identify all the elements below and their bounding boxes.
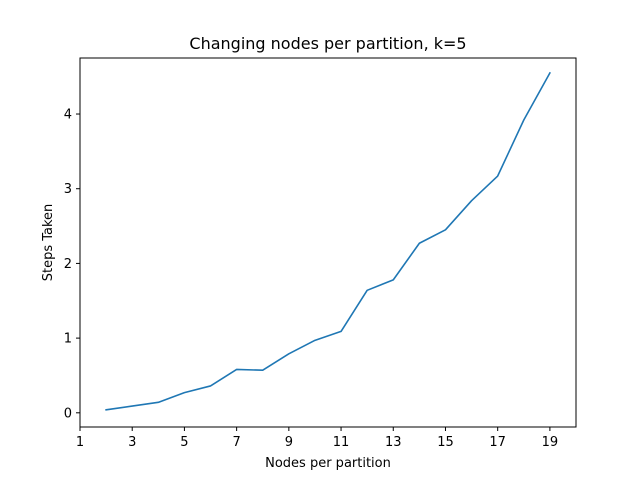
x-tick-label: 1: [76, 435, 84, 450]
y-tick-label: 1: [64, 332, 72, 347]
y-tick-label: 2: [64, 257, 72, 272]
x-axis-label: Nodes per partition: [265, 456, 391, 471]
plot-area: [105, 71, 551, 411]
x-tick-label: 15: [437, 435, 454, 450]
x-tick-label: 5: [180, 435, 188, 450]
x-tick-label: 9: [285, 435, 293, 450]
series-line: [105, 71, 551, 411]
y-tick-label: 3: [64, 182, 72, 197]
x-tick-label: 17: [489, 435, 506, 450]
plot-frame: [79, 57, 577, 428]
y-axis-label: Steps Taken: [41, 204, 56, 282]
x-axis: 1 3 5 7 9 11 13 15 17 19: [76, 427, 558, 450]
y-tick-label: 0: [64, 406, 72, 421]
x-tick-label: 7: [232, 435, 240, 450]
x-tick-label: 3: [128, 435, 136, 450]
y-tick-label: 4: [64, 108, 72, 123]
x-tick-label: 19: [542, 435, 559, 450]
chart-title: Changing nodes per partition, k=5: [189, 34, 466, 53]
x-tick-label: 13: [385, 435, 402, 450]
x-tick-label: 11: [333, 435, 350, 450]
y-axis: 0 1 2 3 4: [64, 108, 80, 421]
